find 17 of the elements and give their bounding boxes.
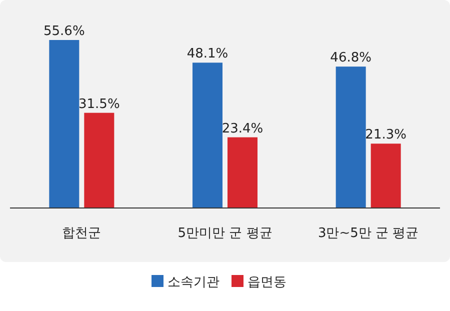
data-label: 46.8% bbox=[330, 50, 372, 66]
legend-label: 소속기관 bbox=[168, 275, 220, 290]
bar bbox=[49, 40, 80, 208]
x-tick-label: 5만미만 군 평균 bbox=[178, 226, 272, 241]
bar bbox=[336, 66, 366, 208]
legend-label: 읍면동 bbox=[248, 275, 286, 290]
x-tick-label: 3만~5만 군 평균 bbox=[318, 226, 419, 241]
bar bbox=[370, 144, 401, 208]
bar bbox=[192, 62, 222, 208]
bar bbox=[84, 112, 114, 208]
bar bbox=[228, 137, 258, 208]
data-label: 21.3% bbox=[365, 128, 406, 143]
data-label: 55.6% bbox=[44, 24, 85, 39]
data-label: 31.5% bbox=[78, 96, 120, 112]
data-label: 23.4% bbox=[222, 121, 264, 136]
data-label: 48.1% bbox=[186, 46, 228, 62]
x-tick-label: 합천군 bbox=[62, 226, 102, 241]
